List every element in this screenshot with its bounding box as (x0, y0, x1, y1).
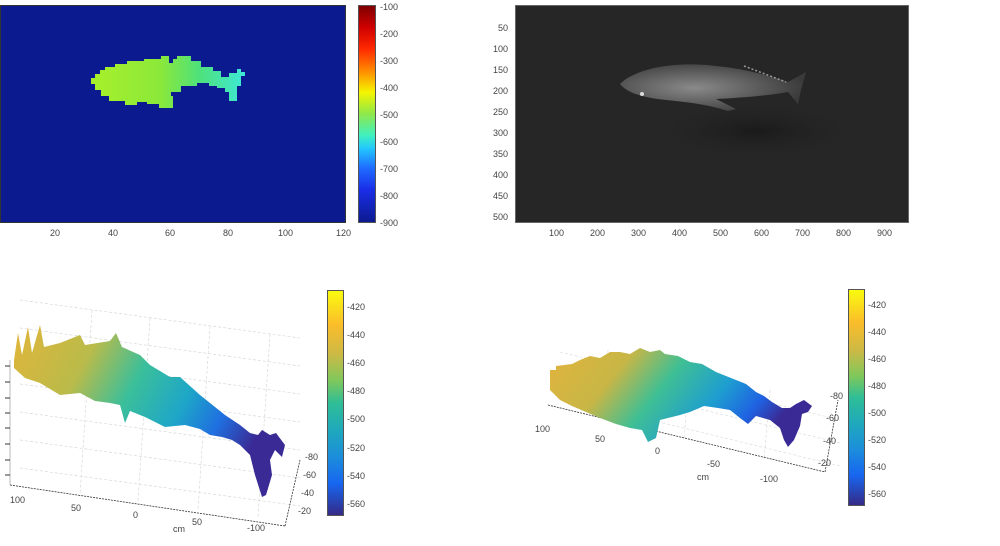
x-tick-label: 400 (672, 228, 688, 238)
cb-tick-label: -540 (868, 462, 887, 472)
fish-depth-silhouette (91, 56, 245, 108)
cb-tick-label: -900 (380, 218, 399, 228)
cb-tick-label: -200 (380, 29, 399, 39)
y-tick-label: -20 (818, 458, 832, 468)
x-tick-label: 100 (549, 228, 565, 238)
cb-tick-label: -460 (868, 354, 887, 364)
x-tick-label: 40 (108, 228, 119, 238)
depth-heatmap-plot (0, 5, 346, 223)
y-tick-label: -40 (301, 488, 315, 498)
colorbar-parula-right (848, 289, 865, 506)
y-tick-label: 100 (493, 44, 509, 54)
y-tick-label: 50 (498, 23, 509, 33)
y-tick-label: 300 (493, 128, 509, 138)
cb-tick-label: -500 (868, 408, 887, 418)
x-tick-label: 50 (192, 517, 203, 527)
x-axis-label: cm (173, 524, 185, 534)
cb-tick-label: -460 (347, 358, 366, 368)
cb-tick-label: -300 (380, 56, 399, 66)
x-tick-label: 200 (590, 228, 606, 238)
colorbar-jet (358, 5, 376, 223)
surface-3d-smoothed-plot (547, 348, 841, 473)
y-tick-label: -60 (826, 413, 840, 423)
x-tick-label: 800 (836, 228, 852, 238)
cb-tick-label: -420 (347, 302, 366, 312)
x-tick-label: 900 (877, 228, 893, 238)
y-tick-label: -60 (303, 470, 317, 480)
cb-tick-label: -480 (347, 386, 366, 396)
x-tick-label: 50 (595, 434, 606, 444)
x-tick-label: 0 (133, 510, 139, 520)
cb-tick-label: -520 (347, 443, 366, 453)
y-tick-label: 400 (493, 170, 509, 180)
z-axis-ticks (5, 365, 10, 476)
cb-tick-label: -800 (380, 191, 399, 201)
x-tick-label: 700 (795, 228, 811, 238)
y-tick-label: -40 (823, 436, 837, 446)
x-axis-label: cm (697, 472, 709, 482)
x-tick-label: 300 (631, 228, 647, 238)
y-tick-label: 450 (493, 191, 509, 201)
x-tick-label: 60 (165, 228, 176, 238)
surface-3d-raw-plot (5, 299, 301, 527)
x-tick-label: 80 (223, 228, 234, 238)
x-tick-label: 20 (50, 228, 61, 238)
cb-tick-label: -440 (868, 327, 887, 337)
x-tick-label: 500 (713, 228, 729, 238)
camera-image-plot (515, 5, 909, 223)
x-tick-label: -100 (760, 474, 779, 484)
x-tick-label: 100 (278, 228, 294, 238)
cb-tick-label: -700 (380, 164, 399, 174)
cb-tick-label: -420 (868, 300, 887, 310)
cb-tick-label: -100 (380, 2, 399, 12)
x-tick-label: -100 (247, 523, 266, 533)
cb-tick-label: -540 (347, 471, 366, 481)
cb-tick-label: -520 (868, 435, 887, 445)
cb-tick-label: -440 (347, 330, 366, 340)
x-tick-label: 120 (336, 228, 352, 238)
x-tick-label: 600 (754, 228, 770, 238)
y-tick-label: -20 (298, 506, 312, 516)
y-tick-label: 500 (493, 212, 509, 222)
colorbar-parula-left (327, 290, 344, 516)
x-tick-label: 100 (535, 424, 551, 434)
x-tick-label: 0 (655, 446, 661, 456)
y-tick-label: -80 (830, 391, 844, 401)
cb-tick-label: -560 (868, 489, 887, 499)
x-tick-label: 100 (10, 495, 26, 505)
y-tick-label: 200 (493, 86, 509, 96)
y-tick-label: 350 (493, 149, 509, 159)
y-tick-label: -80 (305, 452, 319, 462)
x-tick-label: -50 (707, 459, 721, 469)
cb-tick-label: -480 (868, 381, 887, 391)
x-tick-label: 50 (71, 503, 82, 513)
y-tick-label: 150 (493, 65, 509, 75)
cb-tick-label: -500 (347, 414, 366, 424)
cb-tick-label: -500 (380, 110, 399, 120)
cb-tick-label: -600 (380, 137, 399, 147)
y-tick-label: 250 (493, 107, 509, 117)
fish-image (620, 64, 866, 161)
cb-tick-label: -400 (380, 83, 399, 93)
cb-tick-label: -560 (347, 499, 366, 509)
